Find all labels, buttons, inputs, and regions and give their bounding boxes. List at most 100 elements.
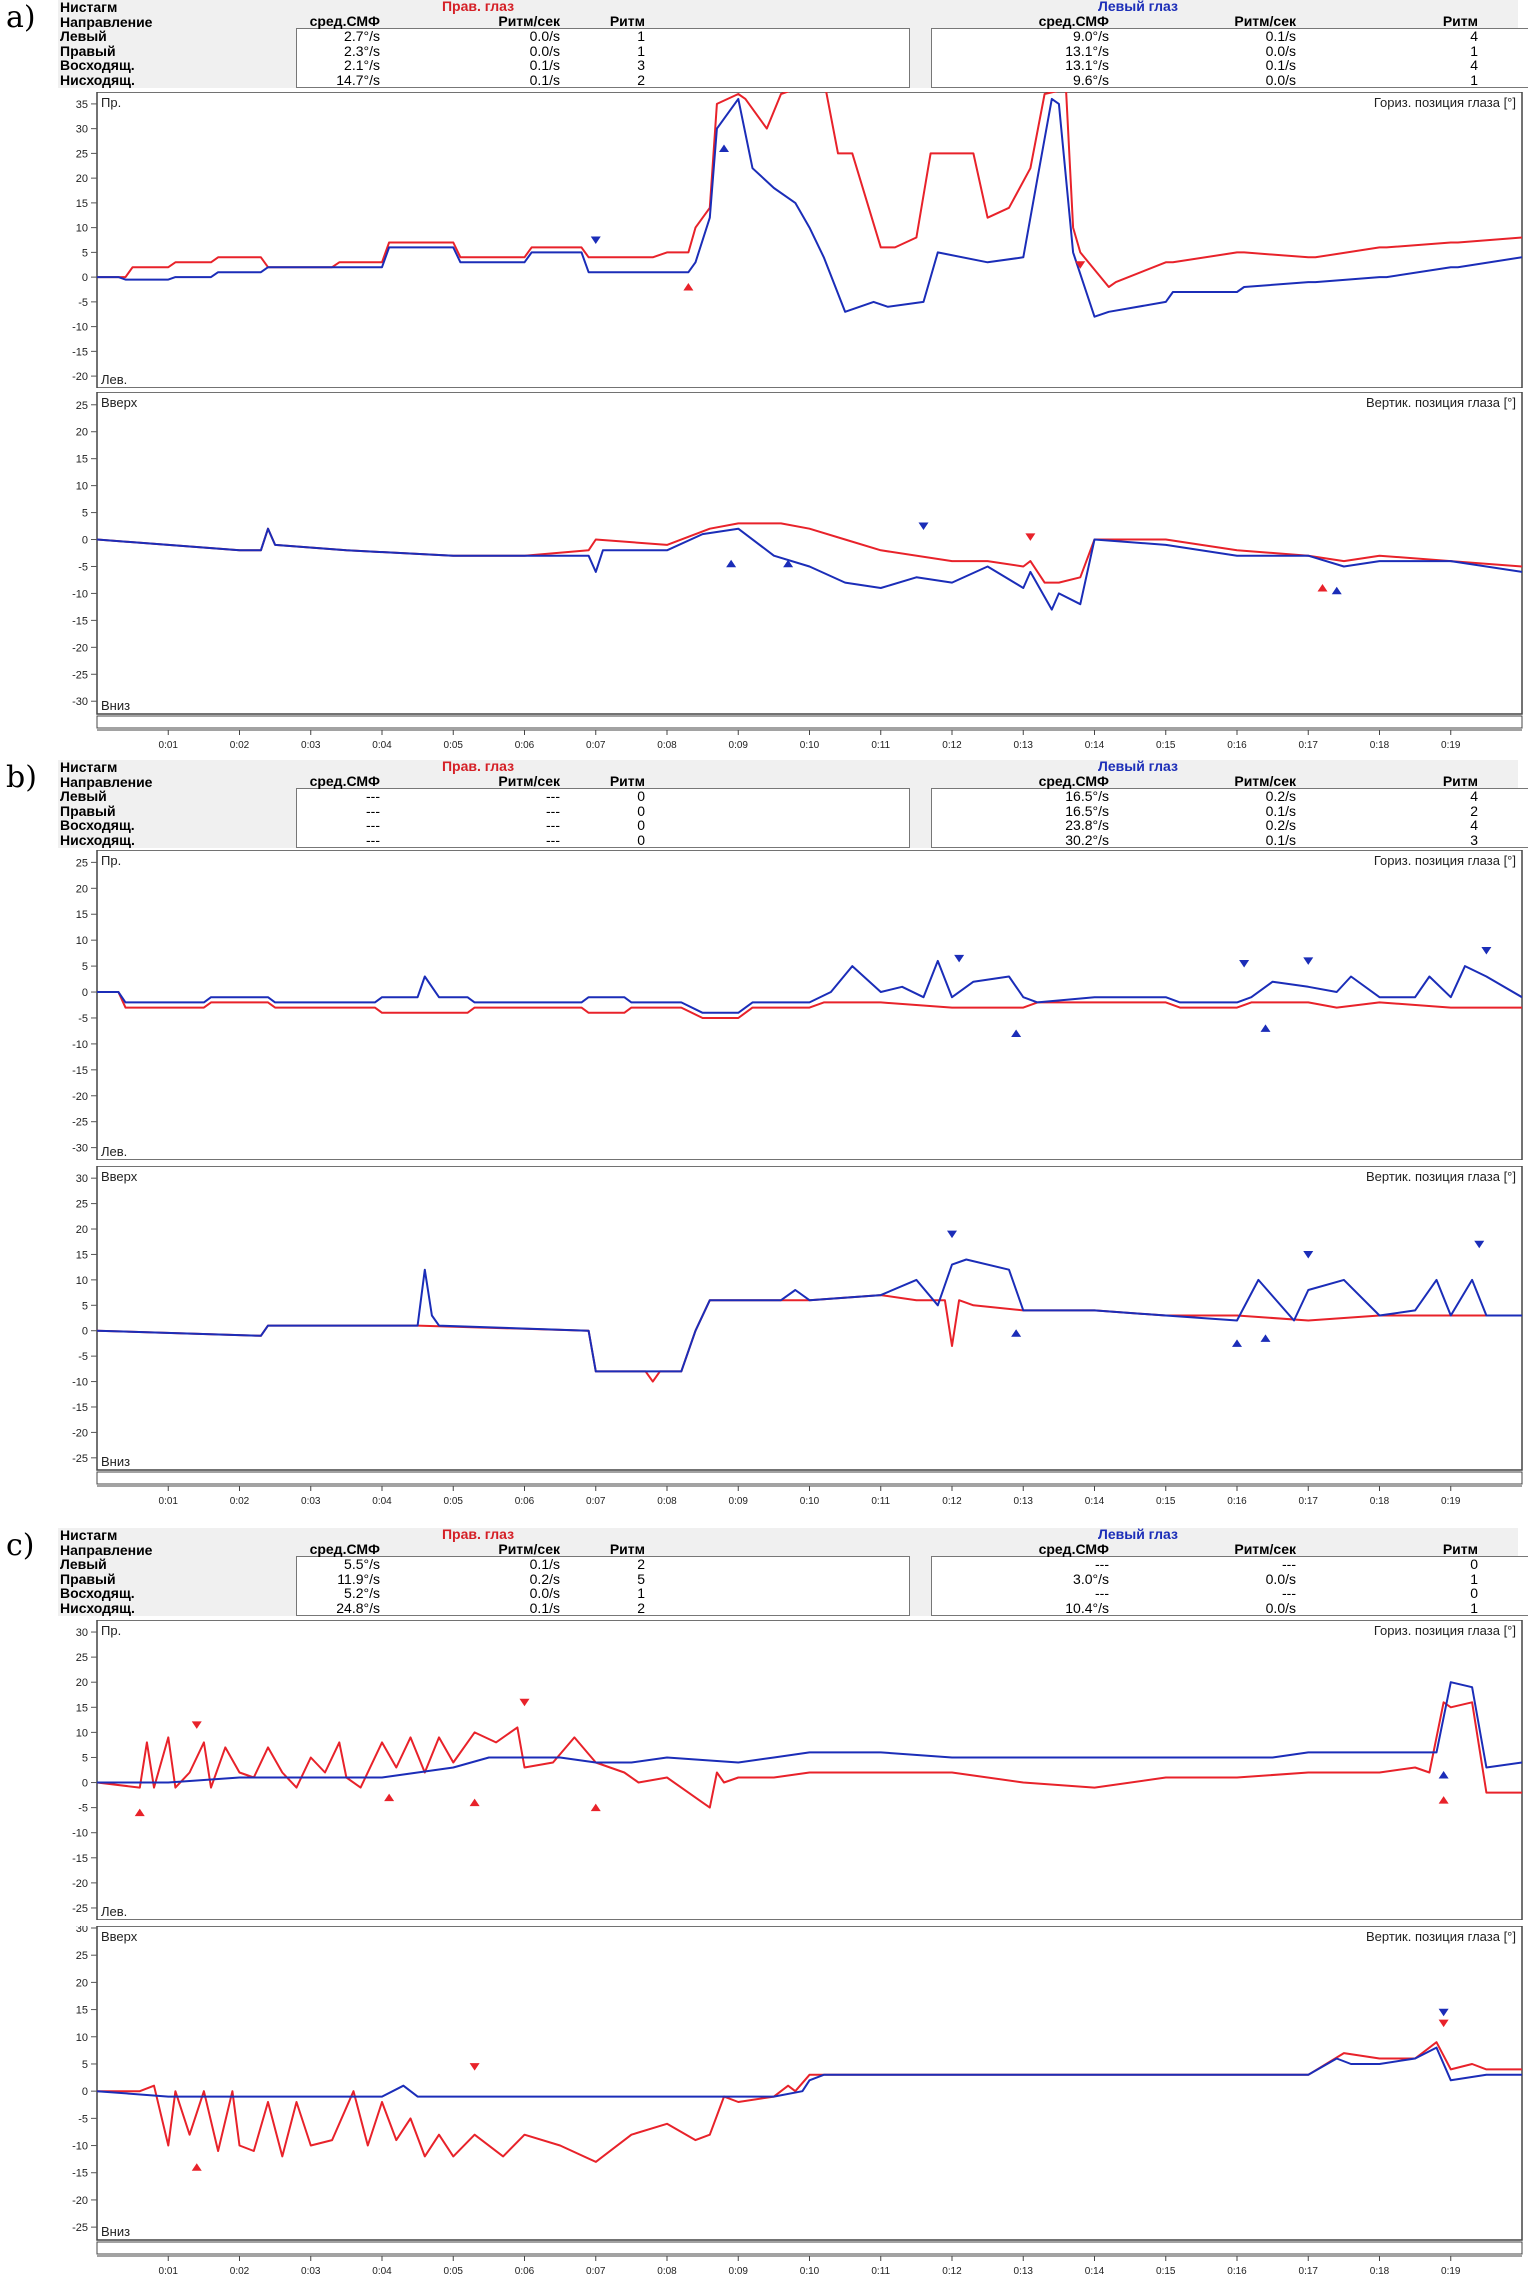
y-tick-label: -30: [72, 1143, 88, 1155]
x-tick-label: 0:05: [444, 740, 464, 751]
x-tick-label: 0:19: [1441, 740, 1461, 751]
y-tick-label: 10: [76, 2032, 88, 2044]
table-cell: 0: [637, 803, 645, 819]
table-cell: 0.0/s: [1265, 72, 1296, 88]
table-cell: 13.1°/s: [1065, 57, 1109, 73]
nystagmus-marker: [1260, 1334, 1271, 1342]
y-tick-label: -10: [72, 2141, 88, 2153]
vertical-position-chart: -25 -20 -15 -10 -5 0 5 10 15 20 25 30 Вверх Вниз Верти…: [72, 1166, 1523, 1507]
column-header: Ритм/сек: [1234, 1541, 1296, 1557]
table-cell: 0.1/s: [529, 72, 560, 88]
column-header: Ритм: [609, 13, 645, 29]
x-tick-label: 0:03: [301, 1496, 321, 1507]
eye-title: Левый глаз: [1098, 1526, 1178, 1542]
x-tick-label: 0:08: [657, 1496, 677, 1507]
x-tick-label: 0:12: [942, 1496, 962, 1507]
column-header: сред.СМФ: [309, 13, 380, 29]
y-tick-label: -5: [78, 1013, 88, 1025]
x-tick-label: 0:07: [586, 2266, 606, 2277]
table-cell: 1: [1470, 43, 1478, 59]
eye-table: [931, 1556, 1528, 1616]
y-tick-label: -15: [72, 1065, 88, 1077]
column-header: Ритм: [1442, 13, 1478, 29]
table-cell: 11.9°/s: [337, 1571, 380, 1587]
table-cell: 23.8°/s: [1065, 817, 1109, 833]
plot-frame: [96, 850, 1523, 1160]
y-tick-label: -30: [72, 696, 88, 708]
nystagmus-marker: [954, 954, 965, 963]
table-cell: 0.0/s: [1265, 1571, 1296, 1587]
table-cell: ---: [546, 817, 560, 833]
y-tick-label: -10: [72, 588, 88, 600]
table-cell: ---: [366, 817, 380, 833]
table-cell: 0.0/s: [529, 1585, 560, 1601]
panel-letter: b): [6, 760, 37, 795]
table-cell: 4: [1470, 28, 1478, 44]
nystagmus-marker: [1303, 1250, 1314, 1259]
table-cell: ---: [546, 832, 560, 848]
bottom-label: Вниз: [101, 2224, 130, 2239]
table-cell: 9.6°/s: [1073, 72, 1109, 88]
table-cell: 16.5°/s: [1065, 788, 1109, 804]
y-tick-label: 0: [82, 272, 88, 284]
nystagmus-marker: [1232, 1339, 1242, 1347]
table-cell: ---: [366, 803, 380, 819]
horizontal-position-chart: -20 -15 -10 -5 0 5 10 15 20 25 30 35 Пр. Лев. Гориз. п…: [72, 92, 1523, 388]
chart-title: Вертик. позиция глаза [°]: [1366, 1169, 1516, 1184]
table-cell: 1: [637, 28, 645, 44]
x-tick-label: 0:17: [1299, 740, 1319, 751]
y-tick-label: -20: [72, 1091, 88, 1103]
bottom-label: Вниз: [101, 698, 130, 713]
series-line-blue: [97, 1681, 1522, 1784]
x-tick-label: 0:18: [1370, 740, 1390, 751]
table-cell: 0.1/s: [1265, 57, 1296, 73]
nystagmus-marker: [191, 1721, 202, 1729]
table-cell: 4: [1470, 817, 1478, 833]
y-tick-label: 30: [76, 1173, 88, 1185]
x-tick-label: 0:16: [1227, 2266, 1247, 2277]
nystagmus-marker: [1303, 957, 1314, 965]
column-header: сред.СМФ: [309, 1541, 380, 1557]
table-cell: 10.4°/s: [1065, 1600, 1109, 1616]
column-header: Ритм: [1442, 1541, 1478, 1557]
y-tick-label: -10: [72, 1828, 88, 1840]
panel-letter: c): [6, 1528, 35, 1563]
y-tick-label: 10: [76, 223, 88, 235]
y-tick-label: -25: [72, 669, 88, 681]
eye-title: Прав. глаз: [441, 758, 515, 774]
x-tick-label: 0:05: [444, 2266, 464, 2277]
column-header: Ритм: [1442, 773, 1478, 789]
y-tick-label: -5: [78, 297, 88, 309]
chart-title: Гориз. позиция глаза [°]: [1374, 95, 1516, 110]
time-scrollbar: [96, 715, 1523, 729]
plot-frame: [96, 1926, 1523, 2241]
nystagmus-marker: [134, 1808, 145, 1817]
y-tick-label: 0: [82, 535, 88, 547]
y-tick-label: 10: [76, 481, 88, 493]
y-tick-label: -5: [78, 561, 88, 573]
table-cell: 2: [637, 1600, 645, 1616]
plot-frame: [96, 392, 1523, 715]
table-cell: 13.1°/s: [1065, 43, 1109, 59]
row-label: Направление: [60, 14, 153, 30]
series-line-blue: [97, 1258, 1522, 1373]
y-tick-label: 30: [76, 124, 88, 136]
series-line-red: [97, 991, 1522, 1019]
table-cell: ---: [1095, 1556, 1109, 1572]
table-cell: 0.1/s: [529, 1600, 560, 1616]
y-tick-label: -15: [72, 1402, 88, 1414]
y-tick-label: 25: [76, 1199, 88, 1211]
table-cell: 2.7°/s: [344, 28, 380, 44]
x-tick-label: 0:08: [657, 2266, 677, 2277]
row-label: Правый: [60, 803, 116, 819]
y-tick-label: -15: [72, 2168, 88, 2180]
x-tick-label: 0:11: [871, 2266, 890, 2277]
row-label: Направление: [60, 774, 153, 790]
y-tick-label: -10: [72, 1377, 88, 1389]
table-cell: 4: [1470, 788, 1478, 804]
nystagmus-marker: [683, 283, 694, 291]
table-cell: 0.2/s: [1265, 817, 1296, 833]
eye-table: [296, 788, 910, 848]
row-label: Левый: [60, 788, 107, 804]
eye-title: Левый глаз: [1098, 758, 1178, 774]
